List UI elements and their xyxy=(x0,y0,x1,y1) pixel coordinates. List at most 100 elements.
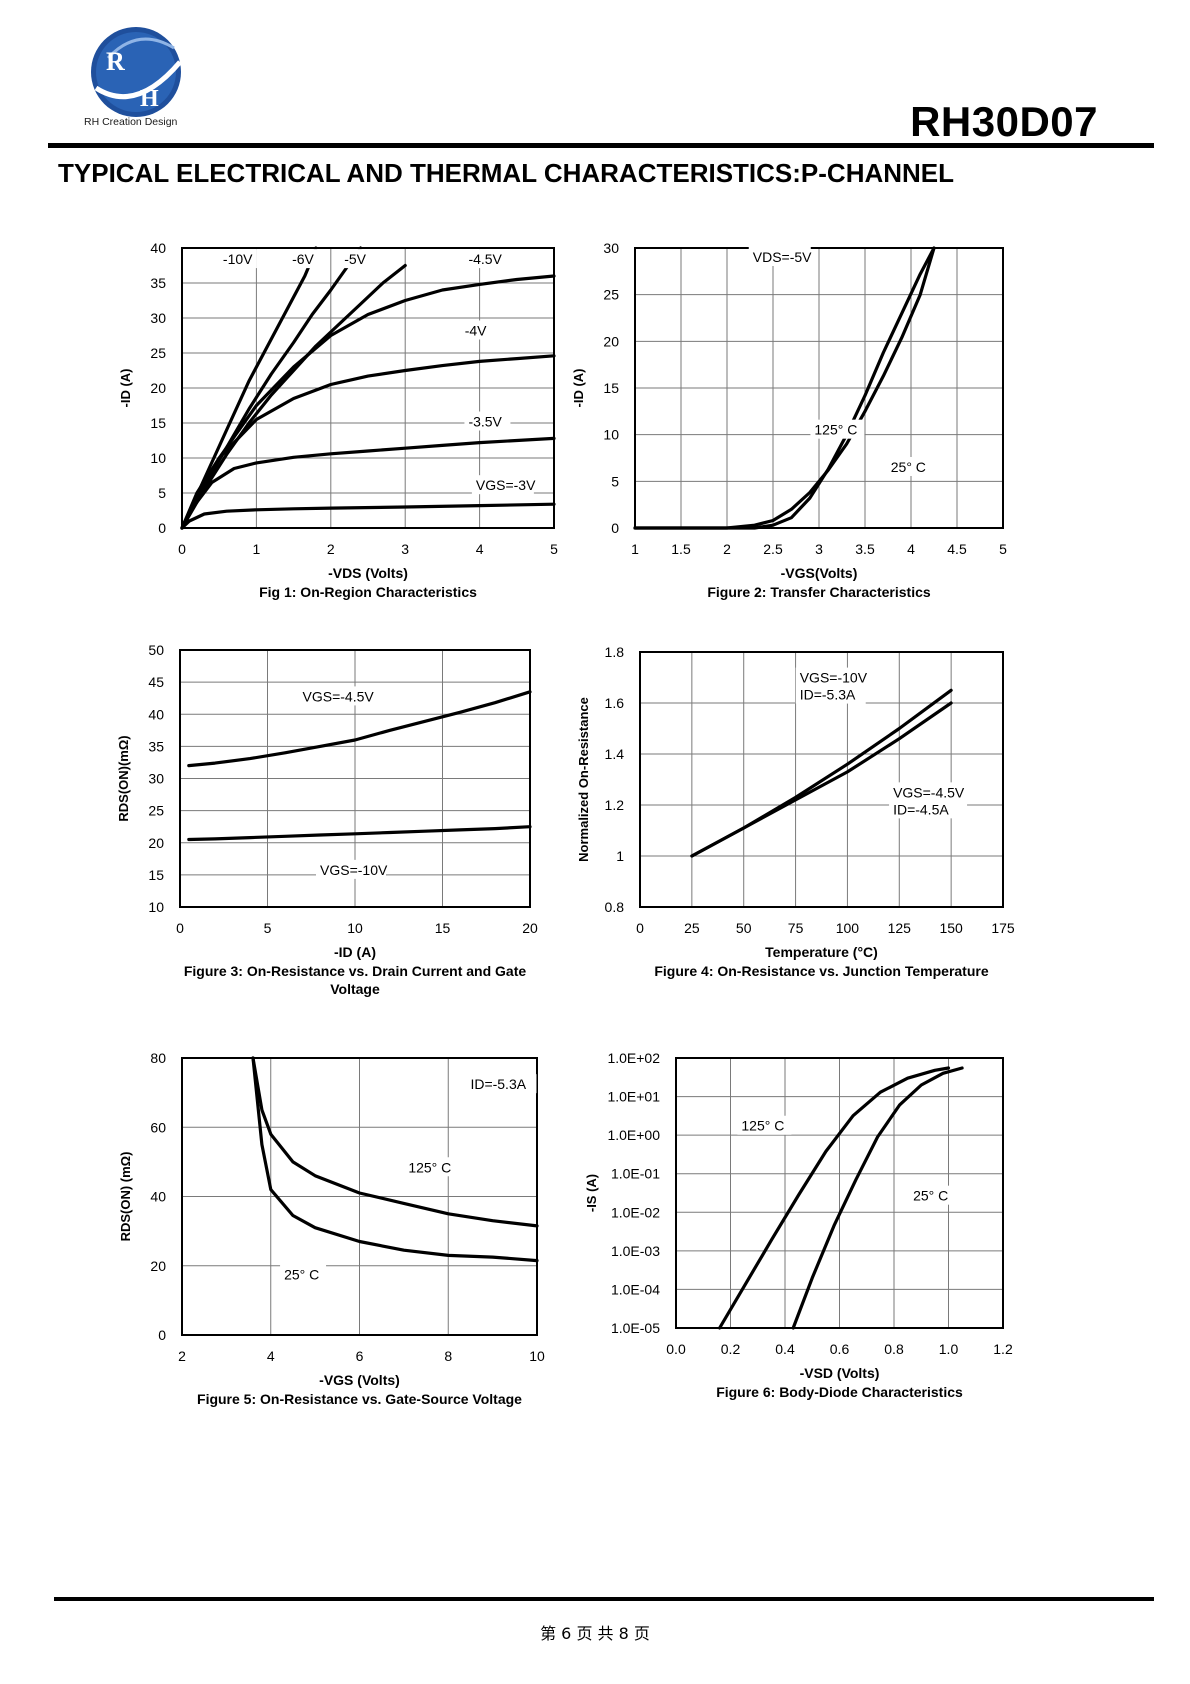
chart-annotation: VDS=-5V xyxy=(753,249,812,265)
label-bg xyxy=(795,667,866,704)
logo-caption: RH Creation Design xyxy=(84,116,178,128)
y-tick-label: 1.8 xyxy=(605,644,625,660)
x-tick-label: 0.2 xyxy=(721,1341,741,1357)
x-tick-label: 5 xyxy=(999,541,1007,557)
plot-frame xyxy=(179,649,531,908)
series-line xyxy=(251,1056,539,1228)
y-tick-label: 1.0E-04 xyxy=(611,1281,660,1297)
y-tick-label: 60 xyxy=(150,1119,166,1135)
series-label: -5V xyxy=(344,251,366,267)
y-tick-label: 1.0E-02 xyxy=(611,1204,660,1220)
svg-text:R: R xyxy=(106,47,125,76)
y-tick-label: 25 xyxy=(150,345,166,361)
y-tick-label: 1.0E+01 xyxy=(607,1089,660,1105)
plot-frame xyxy=(675,1057,1004,1329)
series-label: VGS=-4.5V xyxy=(303,688,375,704)
series-label: 25° C xyxy=(891,459,926,475)
series-label: -4.5V xyxy=(468,251,502,267)
x-tick-label: 3 xyxy=(815,541,823,557)
figure-caption: Figure 4: On-Resistance vs. Junction Tem… xyxy=(654,963,988,979)
x-tick-label: 5 xyxy=(264,920,272,936)
x-axis-label: -VGS (Volts) xyxy=(319,1372,400,1388)
x-tick-label: 25 xyxy=(684,920,700,936)
y-axis-label: RDS(ON) (mΩ) xyxy=(118,1152,133,1242)
x-tick-label: 3.5 xyxy=(855,541,875,557)
x-axis-label: -VDS (Volts) xyxy=(328,565,408,581)
label-bg xyxy=(471,475,534,495)
y-tick-label: 45 xyxy=(148,674,164,690)
y-tick-label: 15 xyxy=(150,415,166,431)
y-tick-label: 1.2 xyxy=(605,797,625,813)
x-tick-label: 6 xyxy=(356,1348,364,1364)
label-bg xyxy=(316,859,386,879)
chart-annotation: ID=-5.3A xyxy=(470,1076,526,1092)
y-tick-label: 15 xyxy=(148,867,164,883)
footer-rule xyxy=(54,1597,1154,1601)
y-tick-label: 30 xyxy=(148,771,164,787)
x-tick-label: 0.4 xyxy=(775,1341,795,1357)
x-tick-label: 1.2 xyxy=(993,1341,1013,1357)
y-tick-label: 20 xyxy=(603,333,619,349)
y-tick-label: 40 xyxy=(150,240,166,256)
label-bg xyxy=(748,247,811,266)
x-tick-label: 4 xyxy=(267,1348,275,1364)
y-tick-label: 50 xyxy=(148,642,164,658)
y-tick-label: 1.0E+00 xyxy=(607,1127,660,1143)
x-tick-label: 2 xyxy=(723,541,731,557)
plot-frame xyxy=(634,247,1004,529)
label-bg xyxy=(464,411,511,431)
fig5-chart: 2 4 6 8 10 0 20 40 60 80 125° C 25° C ID=-5.3A -VGS (… xyxy=(118,1050,545,1407)
y-tick-label: 1.0E-01 xyxy=(611,1166,660,1182)
series-label: -4V xyxy=(465,323,487,339)
series-label: 25° C xyxy=(284,1267,319,1283)
y-tick-label: 80 xyxy=(150,1050,166,1066)
series-line xyxy=(180,354,556,530)
x-tick-label: 20 xyxy=(522,920,538,936)
label-bg xyxy=(464,249,511,269)
x-tick-label: 10 xyxy=(529,1348,545,1364)
x-tick-label: 8 xyxy=(444,1348,452,1364)
x-tick-label: 125 xyxy=(888,920,912,936)
series-label: VGS=-10V xyxy=(800,670,868,686)
label-bg xyxy=(218,249,257,269)
label-bg xyxy=(466,1074,537,1094)
fig4-chart: 0 25 50 75 100 125 150 175 0.8 1 1.2 1.4 1.6 1.8 VGS=-… xyxy=(576,644,1015,979)
x-tick-label: 0.8 xyxy=(884,1341,904,1357)
label-bg xyxy=(886,457,933,476)
y-tick-label: 20 xyxy=(148,835,164,851)
y-tick-label: 40 xyxy=(150,1189,166,1205)
label-bg xyxy=(889,782,968,819)
figure-caption: Figure 5: On-Resistance vs. Gate-Source … xyxy=(197,1391,522,1407)
y-tick-label: 30 xyxy=(603,240,619,256)
x-tick-label: 3 xyxy=(401,541,409,557)
x-tick-label: 15 xyxy=(435,920,451,936)
series-label: 125° C xyxy=(741,1118,784,1134)
x-tick-label: 1.5 xyxy=(671,541,691,557)
y-tick-label: 10 xyxy=(150,450,166,466)
x-tick-label: 1.0 xyxy=(939,1341,959,1357)
x-axis-label: Temperature (°C) xyxy=(765,944,878,960)
label-bg xyxy=(298,686,377,706)
plot-frame xyxy=(181,1057,538,1336)
series-line xyxy=(690,688,953,858)
y-tick-label: 1.0E-05 xyxy=(611,1320,660,1336)
x-tick-label: 2.5 xyxy=(763,541,783,557)
x-tick-label: 2 xyxy=(327,541,335,557)
y-tick-label: 1.0E+02 xyxy=(607,1050,660,1066)
series-label: VGS=-4.5V xyxy=(893,784,965,800)
series-label: ID=-4.5A xyxy=(893,801,949,817)
y-tick-label: 25 xyxy=(603,287,619,303)
x-axis-label: -VSD (Volts) xyxy=(800,1365,880,1381)
label-bg xyxy=(288,249,319,269)
y-tick-label: 0 xyxy=(158,1327,166,1343)
series-line xyxy=(718,1066,951,1330)
series-line xyxy=(187,825,532,842)
x-tick-label: 150 xyxy=(939,920,963,936)
y-tick-label: 10 xyxy=(603,427,619,443)
label-bg xyxy=(810,419,865,439)
figure-caption: Figure 6: Body-Diode Characteristics xyxy=(716,1384,963,1400)
label-bg xyxy=(280,1264,327,1284)
figure-caption: Fig 1: On-Region Characteristics xyxy=(259,584,477,600)
x-tick-label: 0 xyxy=(636,920,644,936)
